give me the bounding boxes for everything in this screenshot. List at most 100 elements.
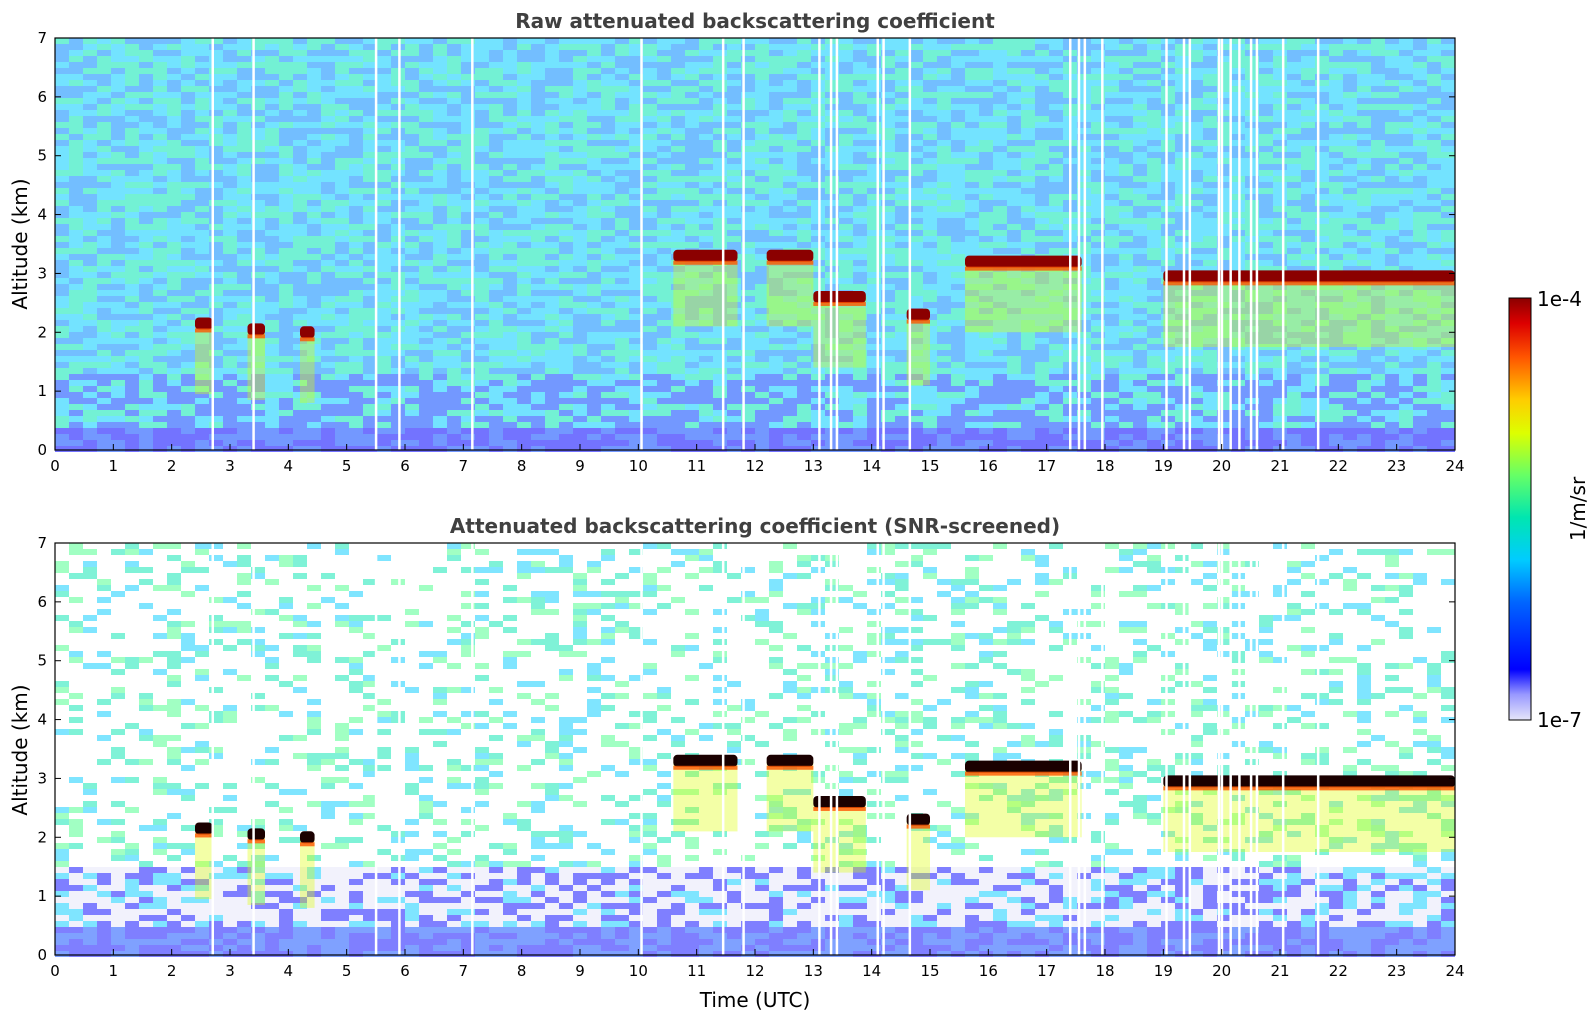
- heatmap-cell: [69, 152, 83, 158]
- heatmap-cell: [1035, 242, 1049, 248]
- heatmap-cell: [979, 314, 993, 320]
- heatmap-cell: [755, 218, 769, 224]
- heatmap-cell: [1091, 110, 1105, 116]
- heatmap-cell: [867, 236, 881, 242]
- heatmap-cell: [755, 260, 769, 266]
- heatmap-cell: [545, 200, 559, 206]
- heatmap-cell: [1175, 50, 1189, 56]
- heatmap-cell: [111, 176, 125, 182]
- heatmap-cell: [699, 218, 713, 224]
- heatmap-cell: [489, 134, 503, 140]
- heatmap-cell: [1315, 308, 1329, 314]
- heatmap-cell: [993, 128, 1007, 134]
- heatmap-cell: [923, 146, 937, 152]
- heatmap-cell: [503, 212, 517, 218]
- heatmap-cell: [1385, 152, 1399, 158]
- heatmap-cell: [1259, 74, 1273, 80]
- heatmap-cell: [867, 212, 881, 218]
- heatmap-cell: [1329, 38, 1343, 44]
- heatmap-cell: [251, 38, 265, 44]
- heatmap-cell: [1371, 134, 1385, 140]
- heatmap-cell: [461, 50, 475, 56]
- heatmap-cell: [279, 116, 293, 122]
- heatmap-cell: [713, 236, 727, 242]
- heatmap-cell: [1049, 146, 1063, 152]
- heatmap-cell: [1021, 320, 1035, 326]
- heatmap-cell: [797, 332, 811, 338]
- heatmap-cell: [167, 128, 181, 134]
- heatmap-cell: [1273, 308, 1287, 314]
- heatmap-cell: [1133, 320, 1147, 326]
- heatmap-cell: [643, 326, 657, 332]
- heatmap-cell: [867, 128, 881, 134]
- heatmap-cell: [573, 80, 587, 86]
- heatmap-cell: [167, 182, 181, 188]
- heatmap-cell: [867, 92, 881, 98]
- heatmap-cell: [1161, 332, 1175, 338]
- heatmap-cell: [923, 134, 937, 140]
- heatmap-cell: [1287, 266, 1301, 272]
- heatmap-cell: [251, 122, 265, 128]
- heatmap-cell: [55, 50, 69, 56]
- heatmap-cell: [293, 74, 307, 80]
- heatmap-cell: [503, 332, 517, 338]
- heatmap-cell: [195, 230, 209, 236]
- heatmap-cell: [965, 272, 979, 278]
- heatmap-cell: [489, 98, 503, 104]
- heatmap-cell: [279, 80, 293, 86]
- heatmap-cell: [517, 176, 531, 182]
- heatmap-cell: [167, 278, 181, 284]
- heatmap-cell: [783, 56, 797, 62]
- heatmap-cell: [405, 308, 419, 314]
- heatmap-cell: [1441, 140, 1455, 146]
- heatmap-cell: [265, 188, 279, 194]
- heatmap-cell: [167, 116, 181, 122]
- heatmap-cell: [1091, 104, 1105, 110]
- heatmap-cell: [1119, 326, 1133, 332]
- heatmap-cell: [405, 86, 419, 92]
- heatmap-cell: [405, 128, 419, 134]
- heatmap-cell: [1161, 86, 1175, 92]
- heatmap-cell: [1091, 332, 1105, 338]
- heatmap-cell: [1427, 254, 1441, 260]
- heatmap-cell: [349, 80, 363, 86]
- heatmap-cell: [1119, 272, 1133, 278]
- heatmap-cell: [517, 140, 531, 146]
- heatmap-cell: [923, 266, 937, 272]
- heatmap-cell: [153, 56, 167, 62]
- heatmap-cell: [97, 242, 111, 248]
- heatmap-cell: [1119, 92, 1133, 98]
- heatmap-cell: [209, 140, 223, 146]
- heatmap-cell: [811, 170, 825, 176]
- heatmap-cell: [97, 218, 111, 224]
- heatmap-cell: [349, 242, 363, 248]
- heatmap-cell: [307, 44, 321, 50]
- heatmap-cell: [601, 188, 615, 194]
- heatmap-cell: [1147, 314, 1161, 320]
- heatmap-cell: [293, 218, 307, 224]
- heatmap-cell: [839, 62, 853, 68]
- heatmap-cell: [881, 296, 895, 302]
- heatmap-cell: [1147, 248, 1161, 254]
- heatmap-cell: [783, 284, 797, 290]
- heatmap-cell: [1147, 212, 1161, 218]
- heatmap-cell: [153, 164, 167, 170]
- heatmap-cell: [69, 230, 83, 236]
- heatmap-cell: [587, 164, 601, 170]
- heatmap-cell: [293, 230, 307, 236]
- heatmap-cell: [279, 170, 293, 176]
- heatmap-cell: [265, 62, 279, 68]
- heatmap-cell: [433, 218, 447, 224]
- heatmap-cell: [1091, 254, 1105, 260]
- heatmap-cell: [1441, 212, 1455, 218]
- heatmap-cell: [503, 308, 517, 314]
- heatmap-cell: [181, 242, 195, 248]
- heatmap-cell: [1287, 284, 1301, 290]
- heatmap-cell: [517, 188, 531, 194]
- heatmap-cell: [265, 134, 279, 140]
- heatmap-cell: [461, 320, 475, 326]
- heatmap-cell: [223, 194, 237, 200]
- heatmap-cell: [1091, 44, 1105, 50]
- heatmap-cell: [1427, 206, 1441, 212]
- heatmap-cell: [1119, 62, 1133, 68]
